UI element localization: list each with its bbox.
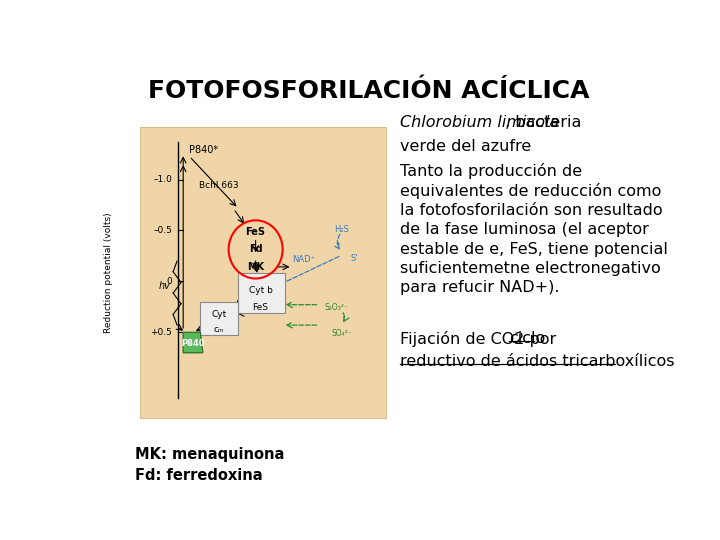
Text: SO₄²⁻: SO₄²⁻ <box>331 329 352 339</box>
Text: 0: 0 <box>166 277 172 286</box>
Text: FeS: FeS <box>246 227 266 237</box>
Text: Cyt: Cyt <box>211 310 226 319</box>
Text: , bacteria: , bacteria <box>505 114 581 130</box>
Text: FOTOFOSFORILACIÓN ACÍCLICA: FOTOFOSFORILACIÓN ACÍCLICA <box>148 79 590 103</box>
Text: Cyt b: Cyt b <box>248 286 272 295</box>
Bar <box>140 127 386 418</box>
Text: FeS: FeS <box>253 303 269 312</box>
Text: hv: hv <box>159 281 171 291</box>
Text: –0.5: –0.5 <box>153 226 172 235</box>
Text: S₂O₃²⁻: S₂O₃²⁻ <box>325 303 348 312</box>
Text: reductivo de ácidos tricarboxílicos: reductivo de ácidos tricarboxílicos <box>400 354 674 369</box>
Text: verde del azufre: verde del azufre <box>400 139 531 154</box>
Text: Fd: Fd <box>249 245 262 254</box>
Text: +0.5: +0.5 <box>150 328 172 337</box>
Text: NAD⁺: NAD⁺ <box>292 255 315 264</box>
Polygon shape <box>183 332 203 353</box>
Text: Fijación de CO2 por: Fijación de CO2 por <box>400 331 566 347</box>
Text: ciclo: ciclo <box>509 331 545 346</box>
Text: Bchl 663: Bchl 663 <box>199 181 239 190</box>
Text: P840: P840 <box>181 339 204 348</box>
Text: Tanto la producción de
equivalentes de reducción como
la fotofosforilación son r: Tanto la producción de equivalentes de r… <box>400 163 667 295</box>
Text: MK: MK <box>247 262 264 272</box>
Text: P840*: P840* <box>189 145 218 156</box>
Bar <box>238 273 285 313</box>
Text: S': S' <box>350 254 358 262</box>
Text: Reduction potential (volts): Reduction potential (volts) <box>104 212 113 333</box>
Bar <box>200 302 238 335</box>
Text: Chlorobium limicola: Chlorobium limicola <box>400 114 559 130</box>
Text: H₂S: H₂S <box>334 225 349 233</box>
Text: MK: menaquinona
Fd: ferredoxina: MK: menaquinona Fd: ferredoxina <box>135 447 284 483</box>
Text: cₘ: cₘ <box>213 325 224 334</box>
Text: –1.0: –1.0 <box>153 175 172 184</box>
